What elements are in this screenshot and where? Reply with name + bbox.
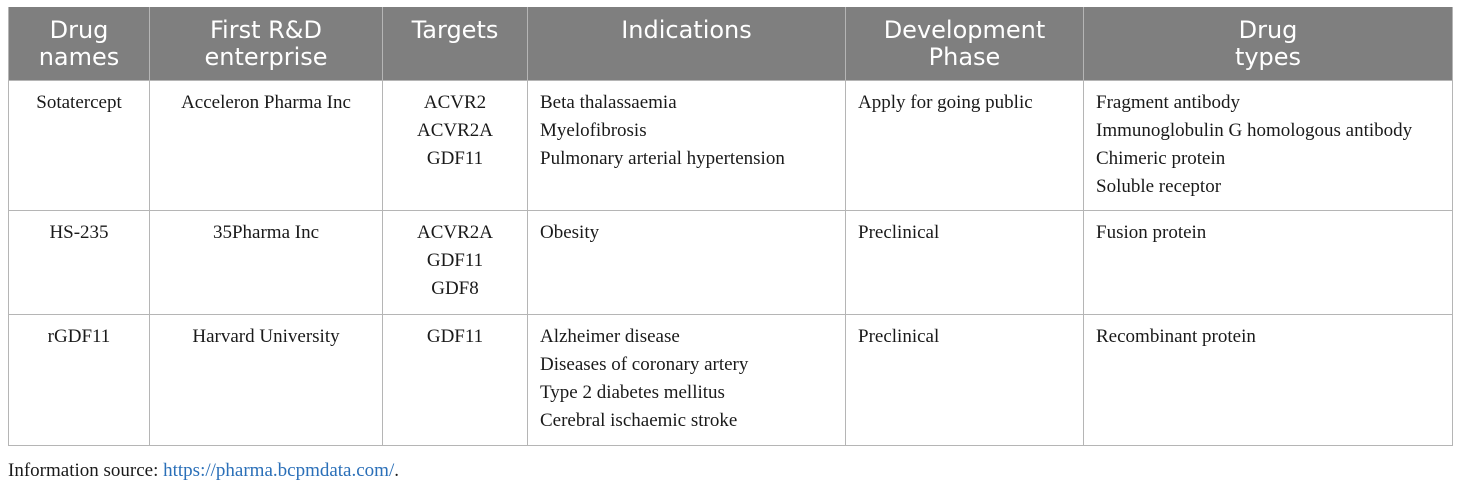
cell-enterprise: Acceleron Pharma Inc — [149, 80, 383, 211]
indication-item: Type 2 diabetes mellitus — [540, 382, 725, 403]
target-item: ACVR2A — [416, 120, 493, 141]
table-row: Sotatercept Acceleron Pharma Inc ACVR2 A… — [8, 80, 1453, 211]
footnote-period: . — [394, 460, 399, 481]
cell-drug-types: Recombinant protein — [1083, 314, 1453, 446]
drug-type-item: Immunoglobulin G homologous antibody — [1096, 120, 1413, 141]
cell-drug-name: rGDF11 — [8, 314, 150, 446]
cell-enterprise: Harvard University — [149, 314, 383, 446]
drug-type-item: Fusion protein — [1096, 222, 1207, 243]
indication-item: Pulmonary arterial hypertension — [540, 148, 785, 169]
indication-item: Diseases of coronary artery — [540, 354, 749, 375]
indication-item: Obesity — [540, 222, 600, 243]
target-item: GDF11 — [426, 250, 484, 271]
table-row: rGDF11 Harvard University GDF11 Alzheime… — [8, 314, 1453, 446]
cell-targets: ACVR2A GDF11 GDF8 — [382, 210, 528, 315]
drug-type-item: Chimeric protein — [1096, 148, 1226, 169]
target-item: ACVR2A — [416, 222, 493, 243]
indication-item: Alzheimer disease — [540, 326, 680, 347]
indication-item: Beta thalassaemia — [540, 92, 677, 113]
table-row: HS-235 35Pharma Inc ACVR2A GDF11 GDF8 Ob… — [8, 210, 1453, 315]
target-item: GDF11 — [426, 148, 484, 169]
cell-drug-types: Fusion protein — [1083, 210, 1453, 315]
header-indications: Indications — [527, 7, 846, 81]
table-header-row: Drug names First R&D enterprise Targets … — [8, 7, 1453, 81]
cell-indications: Beta thalassaemia Myelofibrosis Pulmonar… — [527, 80, 846, 211]
indication-item: Myelofibrosis — [540, 120, 647, 141]
target-item: ACVR2 — [423, 92, 487, 113]
target-item: GDF11 — [426, 326, 484, 347]
table-footnote: Information source: https://pharma.bcpmd… — [8, 460, 399, 482]
drug-type-item: Recombinant protein — [1096, 326, 1256, 347]
cell-targets: GDF11 — [382, 314, 528, 446]
header-development-phase: Development Phase — [845, 7, 1084, 81]
header-targets: Targets — [382, 7, 528, 81]
header-first-rd-enterprise: First R&D enterprise — [149, 7, 383, 81]
header-drug-names: Drug names — [8, 7, 150, 81]
source-link[interactable]: https://pharma.bcpmdata.com/ — [163, 460, 395, 481]
drug-table-container: Drug names First R&D enterprise Targets … — [8, 7, 1453, 446]
header-drug-types: Drug types — [1083, 7, 1453, 81]
cell-indications: Obesity — [527, 210, 846, 315]
cell-drug-name: HS-235 — [8, 210, 150, 315]
cell-phase: Preclinical — [845, 314, 1084, 446]
cell-indications: Alzheimer disease Diseases of coronary a… — [527, 314, 846, 446]
drug-type-item: Soluble receptor — [1096, 176, 1222, 197]
indication-item: Cerebral ischaemic stroke — [540, 410, 738, 431]
cell-phase: Apply for going public — [845, 80, 1084, 211]
drug-table: Drug names First R&D enterprise Targets … — [8, 7, 1453, 446]
cell-drug-types: Fragment antibody Immunoglobulin G homol… — [1083, 80, 1453, 211]
cell-phase: Preclinical — [845, 210, 1084, 315]
target-item: GDF8 — [431, 278, 479, 299]
footnote-label: Information source: — [8, 460, 164, 481]
cell-drug-name: Sotatercept — [8, 80, 150, 211]
cell-targets: ACVR2 ACVR2A GDF11 — [382, 80, 528, 211]
cell-enterprise: 35Pharma Inc — [149, 210, 383, 315]
drug-type-item: Fragment antibody — [1096, 92, 1241, 113]
